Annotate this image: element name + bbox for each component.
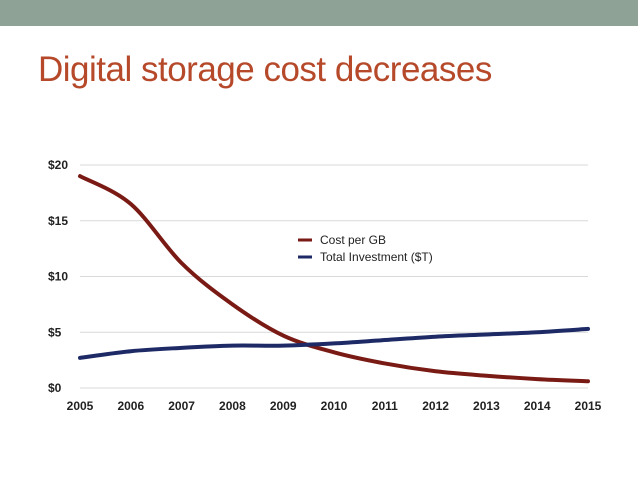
x-tick-label: 2015 [575, 399, 602, 413]
y-tick-label: $15 [48, 214, 68, 228]
x-axis-ticks: 2005 2006 2007 2008 2009 2010 2011 2012 2013 2014… [67, 399, 602, 413]
y-axis-ticks: $0 $5 $10 $15 $20 [48, 158, 68, 395]
grid-lines [80, 164, 588, 389]
x-tick-label: 2009 [270, 399, 297, 413]
x-tick-label: 2007 [168, 399, 195, 413]
x-tick-label: 2011 [372, 399, 398, 413]
legend-label-total-investment: Total Investment ($T) [320, 250, 433, 264]
y-tick-label: $0 [48, 381, 62, 395]
x-tick-label: 2010 [321, 399, 348, 413]
x-tick-label: 2014 [524, 399, 551, 413]
top-accent-band [0, 0, 638, 26]
series-lines [78, 174, 590, 384]
legend: Cost per GB Total Investment ($T) [298, 233, 433, 264]
series-line-total-investment [78, 326, 590, 360]
legend-label-cost-per-gb: Cost per GB [320, 233, 386, 247]
x-tick-label: 2012 [422, 399, 449, 413]
y-tick-label: $20 [48, 158, 68, 172]
x-tick-label: 2008 [219, 399, 246, 413]
y-tick-label: $10 [48, 270, 68, 284]
series-line-cost-per-gb [78, 174, 590, 384]
x-tick-label: 2006 [117, 399, 144, 413]
y-tick-label: $5 [48, 325, 62, 339]
x-tick-label: 2013 [473, 399, 500, 413]
x-tick-label: 2005 [67, 399, 94, 413]
slide-title: Digital storage cost decreases [38, 50, 492, 89]
